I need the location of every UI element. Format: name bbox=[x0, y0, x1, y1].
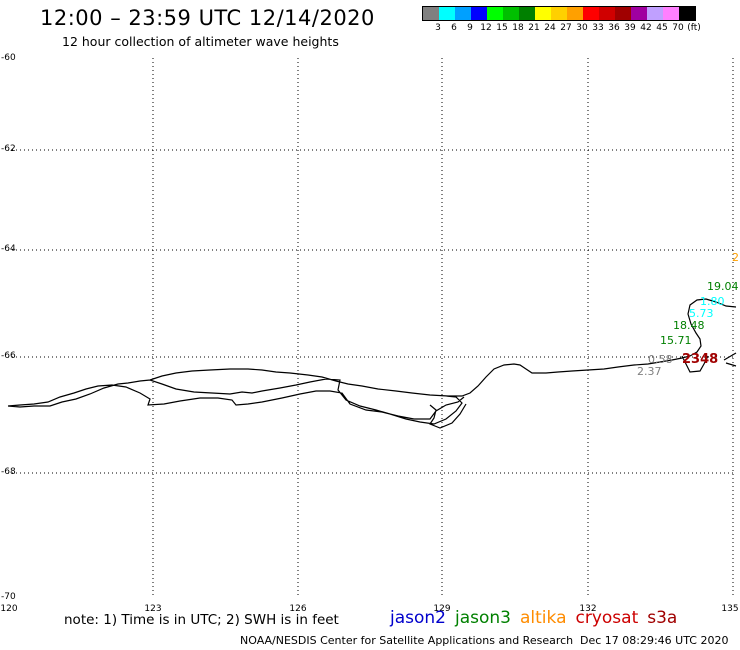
lat-label-70: -70 bbox=[1, 592, 16, 602]
legend-label: 39 bbox=[624, 23, 636, 33]
legend-swatch bbox=[503, 7, 519, 20]
legend-swatch bbox=[599, 7, 615, 20]
legend-swatch bbox=[455, 7, 471, 20]
lon-label-132: 132 bbox=[579, 604, 597, 614]
lon-label-123: 123 bbox=[144, 604, 162, 614]
legend-swatch bbox=[519, 7, 535, 20]
legend-label: 30 bbox=[576, 23, 588, 33]
legend-swatch bbox=[679, 7, 695, 20]
units-note: note: 1) Time is in UTC; 2) SWH is in fe… bbox=[64, 612, 339, 628]
legend-swatch bbox=[567, 7, 583, 20]
satellite-legend: jason2 jason3 altika cryosat s3a bbox=[390, 608, 686, 628]
legend-label: 15 bbox=[496, 23, 508, 33]
legend-swatch bbox=[631, 7, 647, 20]
legend-swatch bbox=[471, 7, 487, 20]
wave-value-label: 15.71 bbox=[660, 334, 692, 347]
lon-label-129: 129 bbox=[433, 604, 451, 614]
legend-label: 70 bbox=[672, 23, 684, 33]
legend-swatch bbox=[647, 7, 663, 20]
wave-value-label: 2 bbox=[732, 251, 739, 264]
lon-label-135: 135 bbox=[721, 604, 739, 614]
legend-label: 27 bbox=[560, 23, 572, 33]
satellite-label-jason2: jason2 bbox=[390, 608, 446, 628]
footer-timestamp: Dec 17 08:29:46 UTC 2020 bbox=[580, 634, 729, 647]
antarctic-coastline bbox=[7, 298, 737, 429]
legend-label: 33 bbox=[592, 23, 604, 33]
satellite-label-altika: altika bbox=[520, 608, 567, 628]
legend-label: 12 bbox=[480, 23, 492, 33]
legend-label: 24 bbox=[544, 23, 556, 33]
legend-swatch bbox=[535, 7, 551, 20]
legend-swatches bbox=[422, 6, 696, 21]
lat-label-64: -64 bbox=[1, 244, 16, 254]
legend-label: (ft) bbox=[687, 23, 701, 33]
satellite-label-jason3: jason3 bbox=[455, 608, 511, 628]
legend-label: 18 bbox=[512, 23, 524, 33]
wave-value-label: 2.37 bbox=[637, 365, 662, 378]
lon-label-126: 126 bbox=[289, 604, 307, 614]
wave-value-label: 18.48 bbox=[673, 319, 705, 332]
lat-label-62: -62 bbox=[1, 144, 16, 154]
legend-label: 21 bbox=[528, 23, 540, 33]
lon-label-120: 120 bbox=[0, 604, 18, 614]
lat-label-66: -66 bbox=[1, 351, 16, 361]
legend-label: 3 bbox=[435, 23, 441, 33]
wave-value-label: 19.04 bbox=[707, 280, 739, 293]
legend-swatch bbox=[439, 7, 455, 20]
legend-label: 42 bbox=[640, 23, 652, 33]
wave-value-label: 1.80 bbox=[700, 295, 725, 308]
map-subtitle: 12 hour collection of altimeter wave hei… bbox=[62, 34, 339, 49]
legend-swatch bbox=[423, 7, 439, 20]
legend-swatch bbox=[551, 7, 567, 20]
map-title: 12:00 – 23:59 UTC 12/14/2020 bbox=[40, 6, 375, 30]
graticule-grid bbox=[8, 58, 735, 598]
legend-label: 9 bbox=[467, 23, 473, 33]
wave-value-label: 2348 bbox=[682, 352, 719, 367]
satellite-label-cryosat: cryosat bbox=[575, 608, 639, 628]
legend-swatch bbox=[615, 7, 631, 20]
legend-label: 36 bbox=[608, 23, 620, 33]
lat-label-60: -60 bbox=[1, 53, 16, 63]
wave-value-label: 0.58 bbox=[648, 353, 673, 366]
wave-value-label: 5.73 bbox=[689, 307, 714, 320]
legend-swatch bbox=[487, 7, 503, 20]
legend-swatch bbox=[663, 7, 679, 20]
legend-label: 6 bbox=[451, 23, 457, 33]
legend-label: 45 bbox=[656, 23, 668, 33]
footer-credit: NOAA/NESDIS Center for Satellite Applica… bbox=[240, 634, 574, 647]
legend-swatch bbox=[583, 7, 599, 20]
legend-labels: 3 6 9 12 15 18 21 24 27 30 33 36 39 42 45 70 (ft) bbox=[422, 23, 740, 35]
wave-height-color-legend: 3 6 9 12 15 18 21 24 27 30 33 36 39 42 45 70 (ft) bbox=[422, 6, 701, 33]
satellite-label-s3a: s3a bbox=[647, 608, 678, 628]
lat-label-68: -68 bbox=[1, 467, 16, 477]
